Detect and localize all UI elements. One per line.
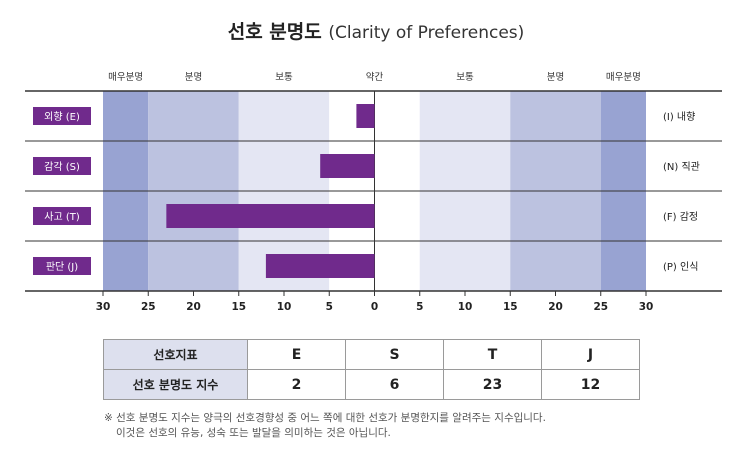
bar <box>320 154 375 178</box>
bar <box>265 254 375 278</box>
tick-label: 5 <box>326 301 333 313</box>
tick-label: 30 <box>96 301 111 313</box>
letter-cell: S <box>345 339 444 370</box>
footnote-line-2: 이것은 선호의 유능, 성숙 또는 발달을 의미하는 것은 아닙니다. <box>116 427 391 439</box>
tick-label: 25 <box>141 301 156 313</box>
clarity-index-header: 선호 분명도 지수 <box>103 369 248 400</box>
left-pole-label: 판단 (J) <box>46 261 78 273</box>
bar <box>356 104 375 128</box>
x-axis: 30 25 20 15 10 5 0 5 10 15 20 25 30 <box>96 291 654 313</box>
zone-header-label: 분명 <box>547 72 564 83</box>
zone-header-label: 매우분명 <box>606 72 641 83</box>
chart-title: 선호 분명도 (Clarity of Preferences) <box>0 17 752 44</box>
left-label-box <box>33 107 91 125</box>
tick-label: 25 <box>593 301 608 313</box>
left-label-box <box>33 257 91 275</box>
zone-header-label: 매우분명 <box>108 72 143 83</box>
letter-cell: E <box>247 339 346 370</box>
right-pole-label: (P) 인식 <box>663 261 698 273</box>
score-cell: 6 <box>345 369 444 400</box>
tick-label: 5 <box>416 301 423 313</box>
title-english: (Clarity of Preferences) <box>328 23 525 43</box>
zone-header-label: 보통 <box>275 72 293 83</box>
right-pole-label: (N) 직관 <box>663 161 700 173</box>
score-cell: 2 <box>247 369 346 400</box>
letter-row: 선호지표 E S T J <box>103 339 640 370</box>
score-table: 선호지표 E S T J 선호 분명도 지수 2 6 23 12 <box>103 339 640 400</box>
right-pole-label: (F) 감정 <box>663 211 698 223</box>
footnote-line-1: ※ 선호 분명도 지수는 양극의 선호경향성 중 어느 쪽에 대한 선호가 분명… <box>104 412 546 424</box>
score-cell: 23 <box>443 369 542 400</box>
tick-label: 20 <box>186 301 201 313</box>
score-row: 선호 분명도 지수 2 6 23 12 <box>103 369 640 400</box>
zone-header-label: 분명 <box>185 72 202 83</box>
tick-label: 20 <box>548 301 563 313</box>
right-pole-label: (I) 내향 <box>663 111 695 123</box>
left-label-box <box>33 157 91 175</box>
tick-label: 15 <box>231 301 246 313</box>
bar <box>166 204 375 228</box>
tick-label: 15 <box>503 301 518 313</box>
letter-cell: T <box>443 339 542 370</box>
left-pole-label: 사고 (T) <box>44 211 80 223</box>
score-cell: 12 <box>541 369 640 400</box>
left-pole-label: 외향 (E) <box>44 111 80 123</box>
letter-cell: J <box>541 339 640 370</box>
tick-label: 10 <box>458 301 473 313</box>
left-pole-label: 감각 (S) <box>44 161 80 173</box>
tick-label: 10 <box>277 301 292 313</box>
zone-header-label: 약간 <box>366 71 384 83</box>
title-korean: 선호 분명도 <box>227 21 322 43</box>
bars <box>166 104 375 278</box>
tick-label: 30 <box>639 301 654 313</box>
tick-label: 0 <box>371 301 378 313</box>
left-label-box <box>33 207 91 225</box>
preference-index-header: 선호지표 <box>103 339 248 370</box>
zone-header-labels: 매우분명 분명 보통 약간 보통 분명 매우분명 <box>108 71 641 83</box>
zone-header-label: 보통 <box>456 72 474 83</box>
